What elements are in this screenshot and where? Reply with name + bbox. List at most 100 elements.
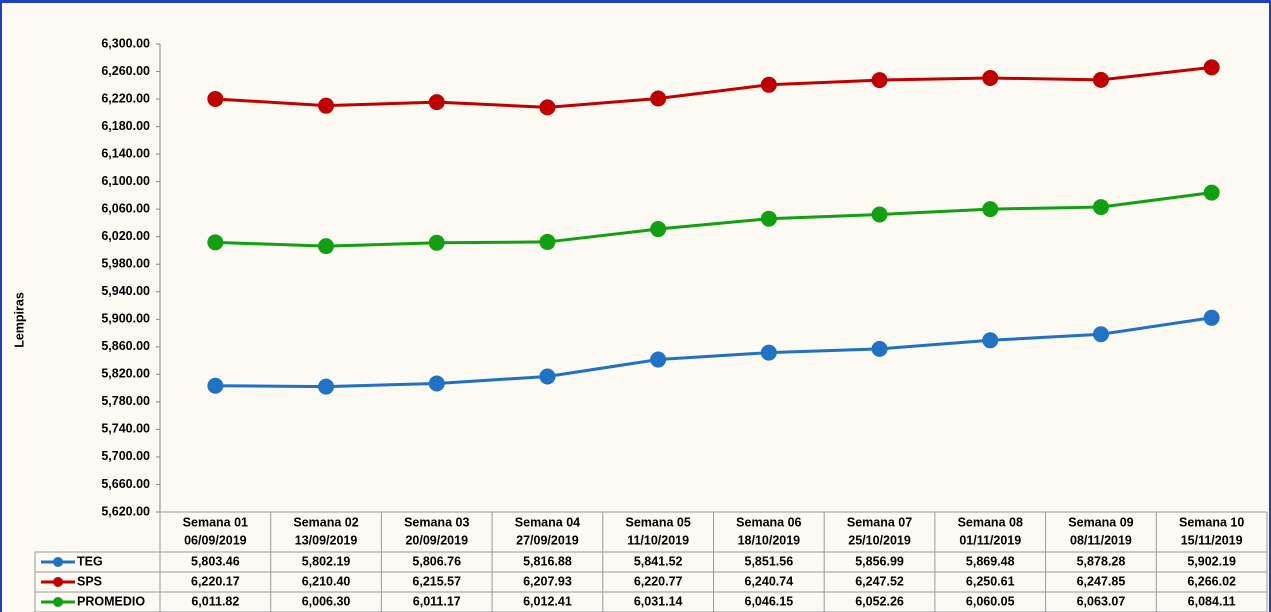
y-tick-label: 5,780.00 — [101, 394, 150, 408]
marker — [1204, 59, 1220, 75]
marker — [1204, 185, 1220, 201]
table-value: 6,011.82 — [191, 594, 239, 608]
table-value: 6,220.77 — [634, 574, 683, 588]
x-tick-label: Semana 08 — [958, 515, 1023, 529]
table-value: 5,856.99 — [855, 554, 904, 568]
legend-marker — [53, 577, 63, 587]
marker — [1204, 310, 1220, 326]
y-tick-label: 5,700.00 — [101, 449, 150, 463]
y-tick-label: 5,820.00 — [101, 367, 150, 381]
marker — [318, 98, 334, 114]
y-tick-label: 6,140.00 — [101, 146, 150, 160]
marker — [539, 99, 555, 115]
marker — [429, 375, 445, 391]
y-tick-label: 5,980.00 — [101, 257, 150, 271]
y-axis-label: Lempiras — [12, 292, 26, 348]
x-tick-label: Semana 06 — [736, 515, 801, 529]
chart: Lempiras 5,620.005,660.005,700.005,740.0… — [0, 0, 1271, 612]
table-value: 6,220.17 — [191, 574, 240, 588]
y-tick-label: 6,100.00 — [101, 174, 150, 188]
x-tick-label: Semana 02 — [293, 515, 358, 529]
legend-marker — [53, 557, 63, 567]
marker — [429, 235, 445, 251]
table-value: 6,247.52 — [855, 574, 904, 588]
y-tick-label: 6,220.00 — [101, 91, 150, 105]
marker — [872, 207, 888, 223]
table-value: 6,215.57 — [412, 574, 461, 588]
marker — [982, 201, 998, 217]
marker — [1093, 72, 1109, 88]
x-tick-label: 25/10/2019 — [848, 533, 911, 547]
x-tick-label: 27/09/2019 — [516, 533, 579, 547]
x-tick-label: Semana 10 — [1179, 515, 1244, 529]
marker — [650, 352, 666, 368]
x-tick-label: Semana 03 — [404, 515, 469, 529]
table-value: 6,063.07 — [1077, 594, 1126, 608]
marker — [318, 238, 334, 254]
y-tick-label: 6,300.00 — [101, 36, 150, 50]
x-tick-label: 11/10/2019 — [627, 533, 689, 547]
y-tick-label: 6,260.00 — [101, 64, 150, 78]
table-value: 5,841.52 — [634, 554, 683, 568]
table-value: 6,084.11 — [1188, 594, 1236, 608]
marker — [429, 94, 445, 110]
marker — [982, 70, 998, 86]
table-value: 6,210.40 — [302, 574, 351, 588]
x-tick-label: Semana 01 — [183, 515, 248, 529]
marker — [539, 369, 555, 385]
table-value: 6,006.30 — [302, 594, 351, 608]
table-value: 5,902.19 — [1187, 554, 1236, 568]
table-value: 6,046.15 — [745, 594, 794, 608]
marker — [207, 91, 223, 107]
x-tick-label: Semana 07 — [847, 515, 912, 529]
marker — [872, 72, 888, 88]
y-tick-label: 5,660.00 — [101, 477, 150, 491]
legend-label: PROMEDIO — [77, 594, 145, 608]
y-tick-label: 5,860.00 — [101, 339, 150, 353]
table-value: 5,806.76 — [412, 554, 461, 568]
table-value: 6,207.93 — [523, 574, 572, 588]
legend-marker — [53, 597, 63, 607]
x-tick-label: Semana 04 — [515, 515, 580, 529]
marker — [207, 378, 223, 394]
x-tick-label: 18/10/2019 — [738, 533, 801, 547]
legend-label: SPS — [77, 574, 102, 588]
table-value: 6,266.02 — [1187, 574, 1236, 588]
x-tick-label: 08/11/2019 — [1070, 533, 1132, 547]
table-value: 5,878.28 — [1077, 554, 1126, 568]
x-tick-label: 15/11/2019 — [1181, 533, 1243, 547]
table-value: 6,031.14 — [634, 594, 683, 608]
y-tick-label: 6,060.00 — [101, 201, 150, 215]
table-value: 5,816.88 — [523, 554, 572, 568]
x-tick-label: 01/11/2019 — [959, 533, 1021, 547]
x-tick-label: Semana 09 — [1068, 515, 1133, 529]
marker — [982, 332, 998, 348]
table-value: 5,803.46 — [191, 554, 240, 568]
y-tick-label: 5,940.00 — [101, 284, 150, 298]
table-value: 6,011.17 — [413, 594, 461, 608]
table-value: 5,851.56 — [745, 554, 794, 568]
marker — [1093, 326, 1109, 342]
table-value: 5,869.48 — [966, 554, 1015, 568]
y-tick-label: 5,740.00 — [101, 422, 150, 436]
marker — [761, 77, 777, 93]
legend-label: TEG — [77, 554, 103, 568]
table-value: 6,012.41 — [523, 594, 572, 608]
x-tick-label: 06/09/2019 — [184, 533, 247, 547]
marker — [318, 379, 334, 395]
table-value: 6,250.61 — [966, 574, 1015, 588]
x-tick-label: 13/09/2019 — [295, 533, 358, 547]
marker — [650, 91, 666, 107]
table-value: 6,052.26 — [855, 594, 904, 608]
marker — [650, 221, 666, 237]
y-tick-label: 6,020.00 — [101, 229, 150, 243]
table-value: 6,247.85 — [1077, 574, 1126, 588]
marker — [1093, 199, 1109, 215]
table-value: 6,240.74 — [745, 574, 794, 588]
marker — [872, 341, 888, 357]
marker — [207, 234, 223, 250]
marker — [539, 234, 555, 250]
table-value: 6,060.05 — [966, 594, 1015, 608]
y-tick-label: 6,180.00 — [101, 119, 150, 133]
x-tick-label: 20/09/2019 — [405, 533, 468, 547]
